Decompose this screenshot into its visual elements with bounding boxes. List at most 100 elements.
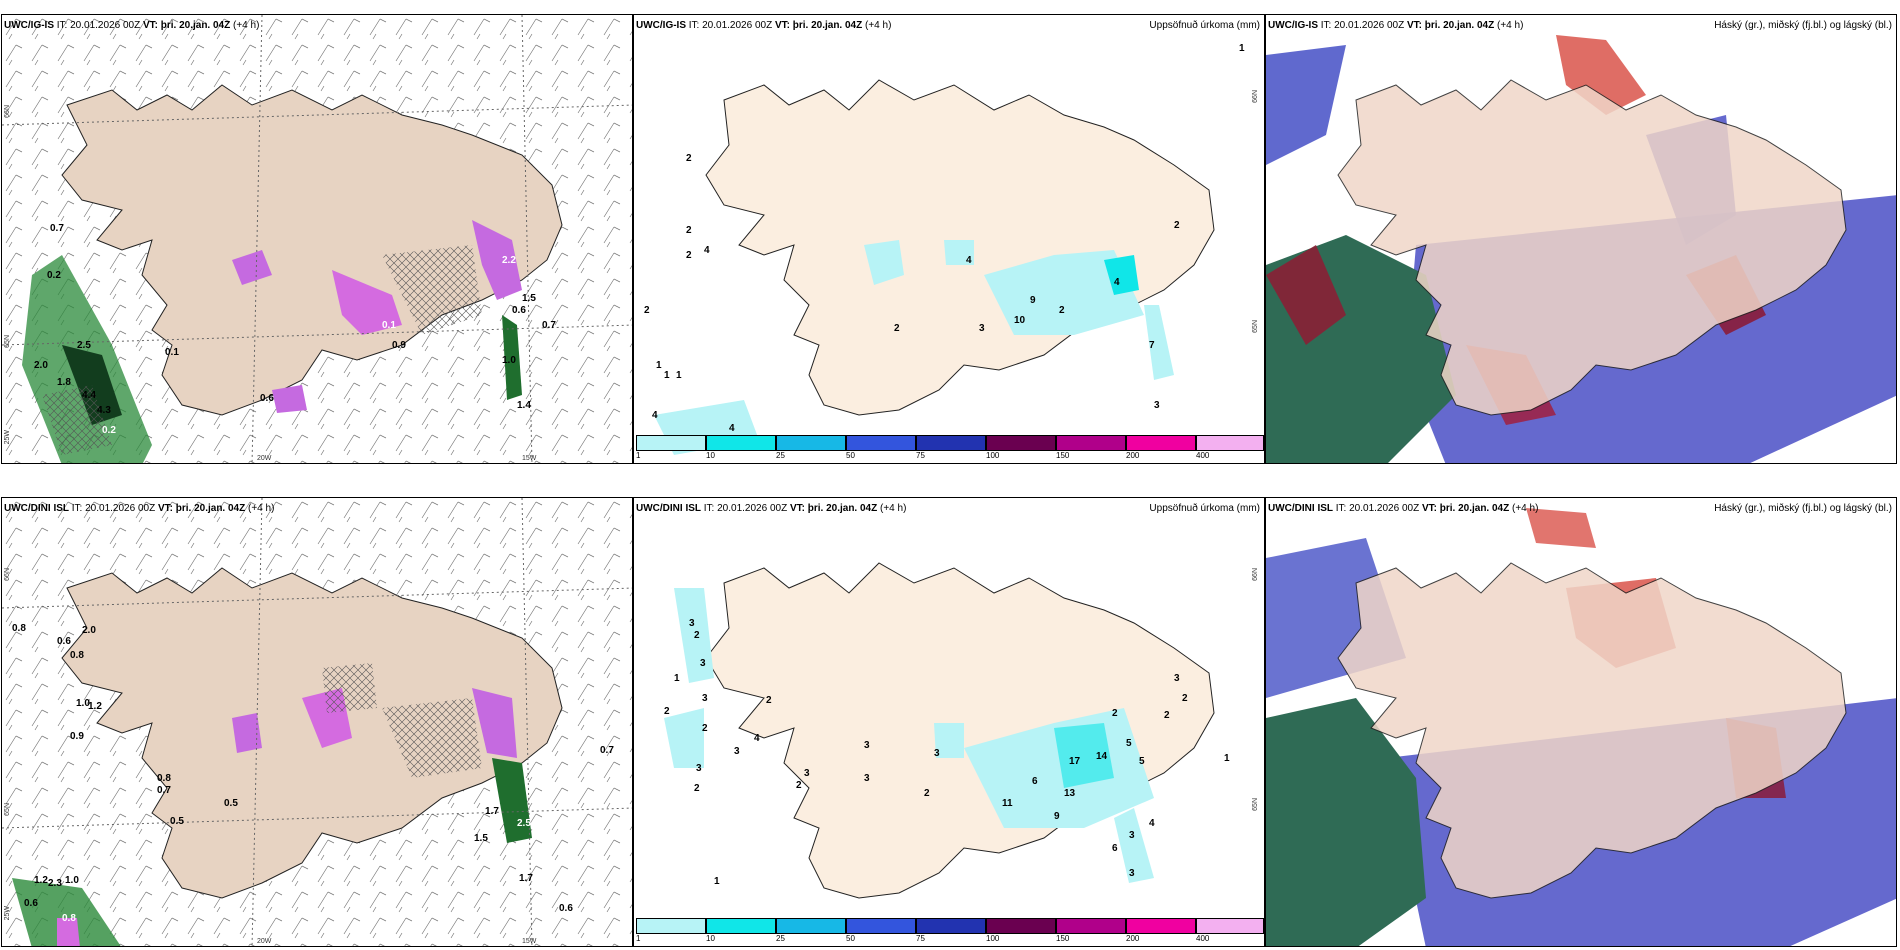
legend-swatch xyxy=(1126,918,1196,934)
precip-value: 2 xyxy=(702,723,708,734)
precip-value: 1 xyxy=(674,673,680,684)
issue-time: 20.01.2026 00Z xyxy=(70,20,141,31)
issue-time: 20.01.2026 00Z xyxy=(717,503,788,514)
precip-value: 0.5 xyxy=(224,798,238,809)
precip-legend: 1 10 25 50 75 100 150 200 400 xyxy=(636,918,1264,943)
legend-swatch xyxy=(1126,435,1196,451)
legend-tick: 200 xyxy=(1126,934,1140,943)
precip-value: 4 xyxy=(966,255,972,266)
issue-time: 20.01.2026 00Z xyxy=(1334,20,1405,31)
precip-value: 2 xyxy=(766,695,772,706)
model-name: UWC/IG-IS xyxy=(4,20,54,31)
legend-swatch xyxy=(1056,435,1126,451)
precip-area xyxy=(1144,305,1174,380)
precip-value: 2.5 xyxy=(77,340,91,351)
precip-value: 4.4 xyxy=(82,390,96,401)
legend-swatch xyxy=(916,918,986,934)
legend-tick: 400 xyxy=(1196,451,1210,460)
axis-lat-66: 66N xyxy=(1252,568,1259,581)
axis-lat-65: 65N xyxy=(4,803,11,816)
iceland-land xyxy=(1337,562,1847,899)
legend-tick: 150 xyxy=(1056,451,1070,460)
valid-time: þri. 20.jan. 04Z xyxy=(160,20,231,31)
panel-header: UWC/DINI ISL IT: 20.01.2026 00Z VT: þri.… xyxy=(4,503,275,514)
legend-tick: 25 xyxy=(776,934,785,943)
precip-value: 0.1 xyxy=(382,320,396,331)
precip-value: 1 xyxy=(676,370,682,381)
precip-area xyxy=(492,758,532,843)
lead-time: (+4 h) xyxy=(248,503,275,514)
model-name: UWC/DINI ISL xyxy=(636,503,701,514)
precip-value: 5 xyxy=(1126,738,1132,749)
precip-value: 0.8 xyxy=(70,650,84,661)
precip-value: 2 xyxy=(664,706,670,717)
cloud-map xyxy=(1266,498,1896,946)
legend-tick: 50 xyxy=(846,934,855,943)
legend-swatch xyxy=(636,918,706,934)
precip-value: 2 xyxy=(1174,220,1180,231)
panel-header: UWC/IG-IS IT: 20.01.2026 00Z VT: þri. 20… xyxy=(1268,20,1524,31)
precip-value: 4 xyxy=(652,410,658,421)
precip-value: 0.6 xyxy=(512,305,526,316)
precip-value: 4 xyxy=(729,423,735,434)
precip-value: 0.8 xyxy=(12,623,26,634)
precip-area xyxy=(332,270,402,335)
legend-tick: 100 xyxy=(986,451,1000,460)
precip-value: 11 xyxy=(1002,798,1013,809)
precip-value: 1 xyxy=(714,876,720,887)
precip-value: 2 xyxy=(694,783,700,794)
precip-value: 13 xyxy=(1064,788,1076,799)
precip-value: 1.7 xyxy=(519,873,533,884)
lead-time: (+4 h) xyxy=(233,20,260,31)
precip-value: 4 xyxy=(1114,277,1120,288)
precip-value: 2 xyxy=(694,630,700,641)
precip-value: 0.9 xyxy=(392,340,406,351)
precip-area xyxy=(1054,723,1114,788)
precip-value: 6 xyxy=(1112,843,1118,854)
panel-top-right: UWC/IG-IS IT: 20.01.2026 00Z VT: þri. 20… xyxy=(1265,14,1897,464)
cloud-low xyxy=(1266,45,1346,165)
legend-swatch xyxy=(986,435,1056,451)
precip-value: 1.2 xyxy=(34,875,48,886)
precip-value: 3 xyxy=(934,748,940,759)
legend-swatch xyxy=(1056,918,1126,934)
precip-value: 3 xyxy=(700,658,706,669)
legend-tick: 1 xyxy=(636,934,641,943)
precip-value: 9 xyxy=(1054,811,1060,822)
precip-map xyxy=(654,79,1215,455)
precip-value: 2 xyxy=(644,305,650,316)
precip-area xyxy=(12,878,121,946)
legend-tick: 50 xyxy=(846,451,855,460)
precip-value: 2 xyxy=(1164,710,1170,721)
wind-precip-map xyxy=(2,498,632,946)
precip-value: 1.7 xyxy=(485,806,499,817)
panel-bottom-middle: UWC/DINI ISL IT: 20.01.2026 00Z VT: þri.… xyxy=(633,497,1265,947)
axis-lon-25: 25W xyxy=(4,430,11,445)
precip-value: 2 xyxy=(894,323,900,334)
axis-lon-15: 15W xyxy=(522,938,537,945)
panel-top-middle: UWC/IG-IS IT: 20.01.2026 00Z VT: þri. 20… xyxy=(633,14,1265,464)
axis-lat-66: 66N xyxy=(4,105,11,118)
panel-title: Uppsöfnuð úrkoma (mm) xyxy=(1149,20,1260,31)
precip-value: 1.5 xyxy=(474,833,488,844)
panel-title: Háský (gr.), miðský (fj.bl.) og lágský (… xyxy=(1714,20,1892,31)
precip-value: 3 xyxy=(804,768,810,779)
precip-value: 2.0 xyxy=(82,625,96,636)
axis-lon-15: 15W xyxy=(522,455,537,462)
legend-tick: 400 xyxy=(1196,934,1210,943)
issue-time: 20.01.2026 00Z xyxy=(1349,503,1420,514)
legend-swatch xyxy=(986,918,1056,934)
precip-value: 0.6 xyxy=(57,636,71,647)
precip-value: 2 xyxy=(1112,708,1118,719)
precip-area xyxy=(1104,255,1139,295)
panel-header: UWC/IG-IS IT: 20.01.2026 00Z VT: þri. 20… xyxy=(636,20,892,31)
lead-time: (+4 h) xyxy=(880,503,907,514)
legend-tick: 75 xyxy=(916,451,925,460)
cloud-high xyxy=(1266,245,1346,345)
precip-value: 1.8 xyxy=(57,377,71,388)
precip-area xyxy=(502,315,522,400)
model-name: UWC/DINI ISL xyxy=(4,503,69,514)
precip-value: 0.2 xyxy=(47,270,61,281)
precip-value: 6 xyxy=(1032,776,1038,787)
precip-area xyxy=(472,688,517,758)
